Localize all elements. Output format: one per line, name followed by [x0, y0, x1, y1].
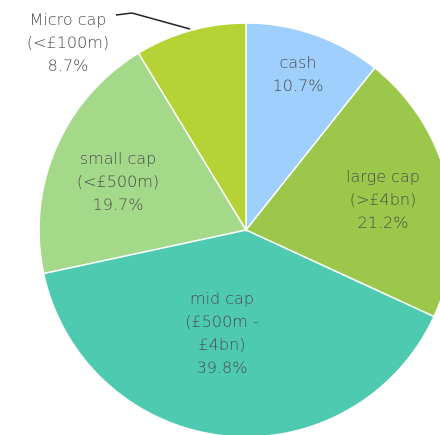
slice-label: small cap (<£500m) — [77, 149, 159, 191]
slice-label: Micro cap (<£100m) — [27, 10, 109, 52]
leader-line — [115, 12, 191, 30]
slice-label: mid cap (£500m -£4bn) — [185, 289, 258, 354]
slice-label: cash — [279, 53, 316, 72]
pie-slice — [42, 229, 436, 435]
slice-label: large cap (>£4bn) — [346, 167, 420, 209]
slice-value: 19.7% — [93, 195, 144, 214]
slice-value: 10.7% — [273, 76, 324, 95]
pie-slice — [244, 66, 440, 318]
pie-slice — [245, 22, 376, 233]
pie-slice — [137, 22, 247, 233]
pie-slice — [38, 52, 248, 275]
slice-value: 39.8% — [197, 358, 248, 377]
slice-value: 8.7% — [48, 56, 89, 75]
slice-value: 21.2% — [358, 213, 409, 232]
